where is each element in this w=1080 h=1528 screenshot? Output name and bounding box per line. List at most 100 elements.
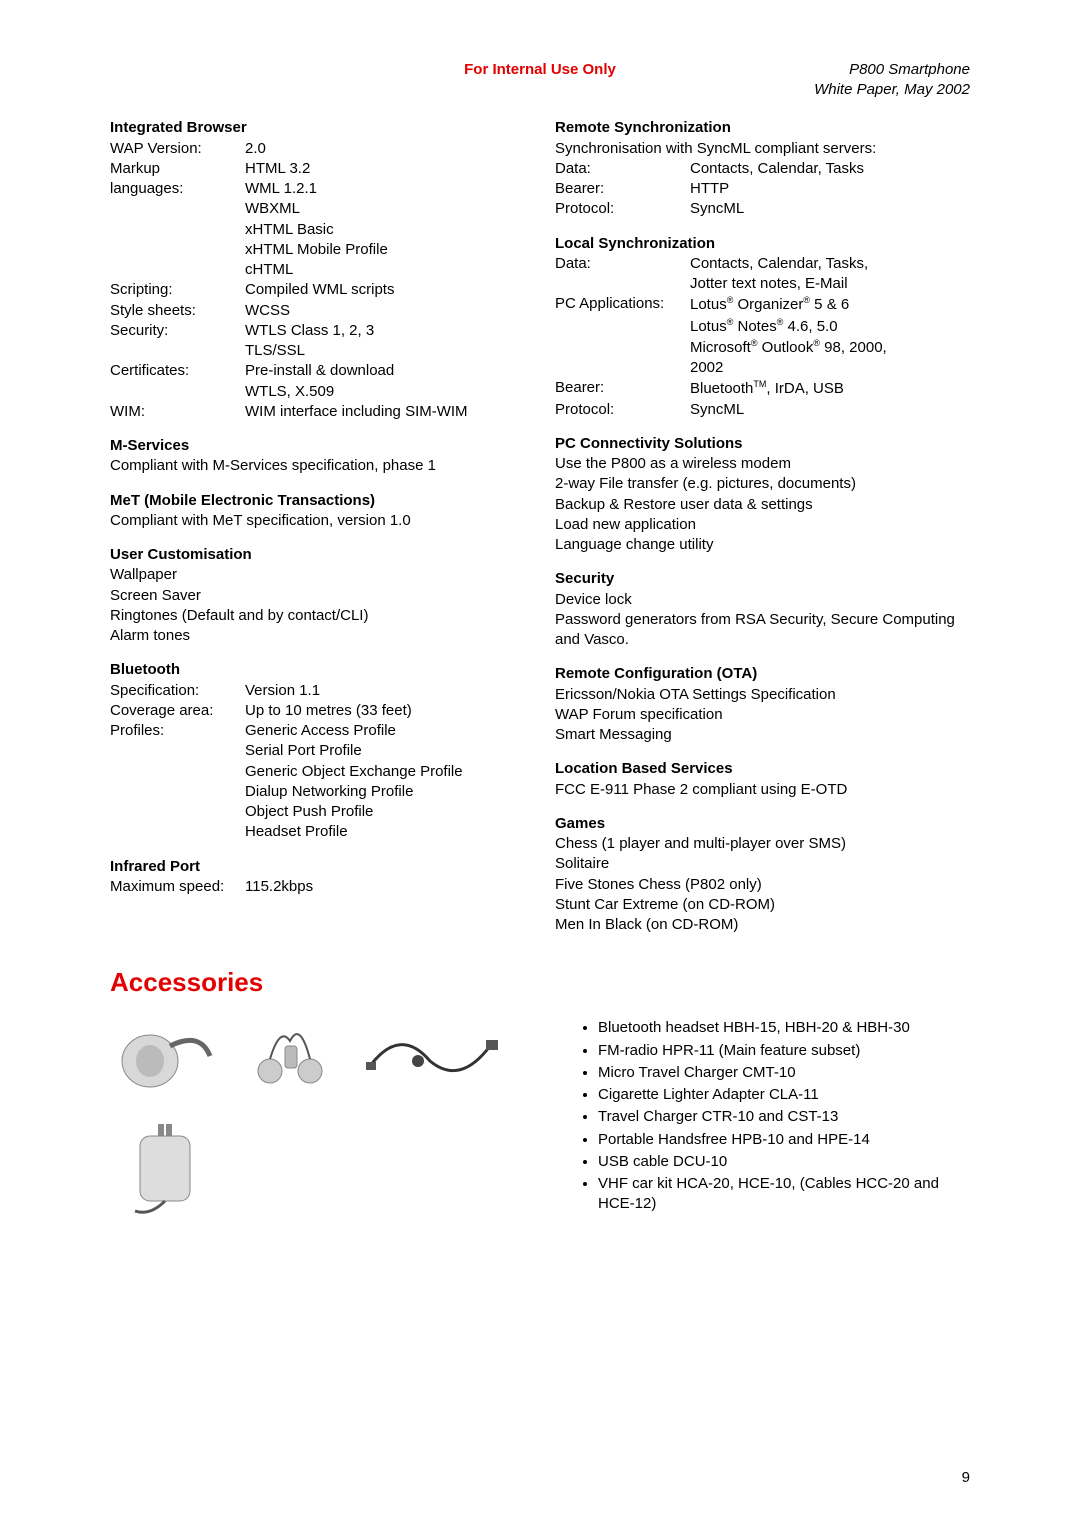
accessory-bullets: Bluetooth headset HBH-15, HBH-20 & HBH-3…: [570, 1018, 970, 1214]
ib-value: WBXML: [245, 199, 525, 219]
games-lines: Chess (1 player and multi-player over SM…: [555, 834, 970, 935]
local-sync-rows: Data: Contacts, Calendar, Tasks, Jotter …: [555, 254, 970, 295]
bt-label: [110, 822, 245, 842]
pc-app-value-0: Lotus® Organizer® 5 & 6: [690, 294, 970, 315]
ib-label: Markup: [110, 159, 245, 179]
pc-app-value-2: Microsoft® Outlook® 98, 2000,: [690, 337, 970, 358]
ls-label: [555, 274, 690, 294]
accessory-item: Travel Charger CTR-10 and CST-13: [598, 1107, 970, 1127]
rc-line: Smart Messaging: [555, 725, 970, 745]
location-lines: FCC E-911 Phase 2 compliant using E-OTD: [555, 780, 970, 800]
infrared-rows: Maximum speed: 115.2kbps: [110, 877, 525, 897]
ib-value: WCSS: [245, 301, 525, 321]
ls-bearer-label: Bearer:: [555, 378, 690, 399]
ib-value: xHTML Mobile Profile: [245, 240, 525, 260]
bt-value: Headset Profile: [245, 822, 525, 842]
loc-line: FCC E-911 Phase 2 compliant using E-OTD: [555, 780, 970, 800]
accessory-images: [110, 1016, 540, 1226]
accessory-item: Micro Travel Charger CMT-10: [598, 1063, 970, 1083]
pc-app-row-1: Lotus® Notes® 4.6, 5.0: [555, 316, 970, 337]
cable-icon: [360, 1016, 500, 1086]
pc-app-row-0: PC Applications: Lotus® Organizer® 5 & 6: [555, 294, 970, 315]
met-line: Compliant with MeT specification, versio…: [110, 511, 525, 531]
ib-label: Scripting:: [110, 280, 245, 300]
rs-value: HTTP: [690, 179, 970, 199]
pcc-line: Load new application: [555, 515, 970, 535]
bt-label: [110, 782, 245, 802]
accessory-item: Cigarette Lighter Adapter CLA-11: [598, 1085, 970, 1105]
ib-label: Security:: [110, 321, 245, 341]
bt-label: [110, 762, 245, 782]
pc-app-row-3: 2002: [555, 358, 970, 378]
pcc-line: Language change utility: [555, 535, 970, 555]
game-line: Stunt Car Extreme (on CD-ROM): [555, 895, 970, 915]
ls-protocol-row: Protocol: SyncML: [555, 400, 970, 420]
ib-label: [110, 260, 245, 280]
bt-value: Generic Object Exchange Profile: [245, 762, 525, 782]
game-line: Chess (1 player and multi-player over SM…: [555, 834, 970, 854]
right-column: Remote Synchronization Synchronisation w…: [555, 104, 970, 935]
ib-label: [110, 199, 245, 219]
ib-value: WIM interface including SIM-WIM: [245, 402, 525, 422]
user-custom-lines: WallpaperScreen SaverRingtones (Default …: [110, 565, 525, 646]
ib-value: cHTML: [245, 260, 525, 280]
pc-conn-lines: Use the P800 as a wireless modem2-way Fi…: [555, 454, 970, 555]
remote-sync-rows: Data: Contacts, Calendar, Tasks Bearer: …: [555, 159, 970, 220]
rc-line: WAP Forum specification: [555, 705, 970, 725]
sec-line: Device lock: [555, 590, 970, 610]
ib-label: languages:: [110, 179, 245, 199]
pc-app-row-2: Microsoft® Outlook® 98, 2000,: [555, 337, 970, 358]
bt-value: Serial Port Profile: [245, 741, 525, 761]
ls-bearer-value: BluetoothTM, IrDA, USB: [690, 378, 970, 399]
bt-value: Generic Access Profile: [245, 721, 525, 741]
pcc-line: Backup & Restore user data & settings: [555, 495, 970, 515]
accessory-item: Bluetooth headset HBH-15, HBH-20 & HBH-3…: [598, 1018, 970, 1038]
uc-line: Ringtones (Default and by contact/CLI): [110, 606, 525, 626]
ir-label: Maximum speed:: [110, 877, 245, 897]
rs-value: Contacts, Calendar, Tasks: [690, 159, 970, 179]
ib-label: WIM:: [110, 402, 245, 422]
met-lines: Compliant with MeT specification, versio…: [110, 511, 525, 531]
ib-value: WML 1.2.1: [245, 179, 525, 199]
bt-label: Profiles:: [110, 721, 245, 741]
section-location: Location Based Services: [555, 759, 970, 779]
ib-label: [110, 382, 245, 402]
uc-line: Alarm tones: [110, 626, 525, 646]
ls-value: Contacts, Calendar, Tasks,: [690, 254, 970, 274]
ib-value: TLS/SSL: [245, 341, 525, 361]
ls-label: Data:: [555, 254, 690, 274]
game-line: Five Stones Chess (P802 only): [555, 875, 970, 895]
left-column: Integrated Browser WAP Version: 2.0 Mark…: [110, 104, 525, 935]
pcc-line: 2-way File transfer (e.g. pictures, docu…: [555, 474, 970, 494]
rc-line: Ericsson/Nokia OTA Settings Specificatio…: [555, 685, 970, 705]
ib-label: WAP Version:: [110, 139, 245, 159]
ir-value: 115.2kbps: [245, 877, 525, 897]
ls-protocol-value: SyncML: [690, 400, 970, 420]
section-games: Games: [555, 814, 970, 834]
bt-label: [110, 802, 245, 822]
ib-label: [110, 220, 245, 240]
uc-line: Screen Saver: [110, 586, 525, 606]
bt-value: Version 1.1: [245, 681, 525, 701]
bt-label: Specification:: [110, 681, 245, 701]
game-line: Solitaire: [555, 854, 970, 874]
section-integrated-browser: Integrated Browser: [110, 118, 525, 138]
doc-subtitle: White Paper, May 2002: [814, 80, 970, 100]
section-user-custom: User Customisation: [110, 545, 525, 565]
ib-value: WTLS, X.509: [245, 382, 525, 402]
ib-value: xHTML Basic: [245, 220, 525, 240]
section-remote-config: Remote Configuration (OTA): [555, 664, 970, 684]
section-met: MeT (Mobile Electronic Transactions): [110, 491, 525, 511]
pc-app-value-3: 2002: [690, 358, 970, 378]
rs-label: Bearer:: [555, 179, 690, 199]
ib-value: Compiled WML scripts: [245, 280, 525, 300]
section-pc-conn: PC Connectivity Solutions: [555, 434, 970, 454]
doc-title: P800 Smartphone: [814, 60, 970, 80]
bt-value: Object Push Profile: [245, 802, 525, 822]
ib-value: WTLS Class 1, 2, 3: [245, 321, 525, 341]
charger-icon: [110, 1116, 220, 1226]
ls-protocol-label: Protocol:: [555, 400, 690, 420]
bt-value: Up to 10 metres (33 feet): [245, 701, 525, 721]
bt-label: [110, 741, 245, 761]
section-security: Security: [555, 569, 970, 589]
